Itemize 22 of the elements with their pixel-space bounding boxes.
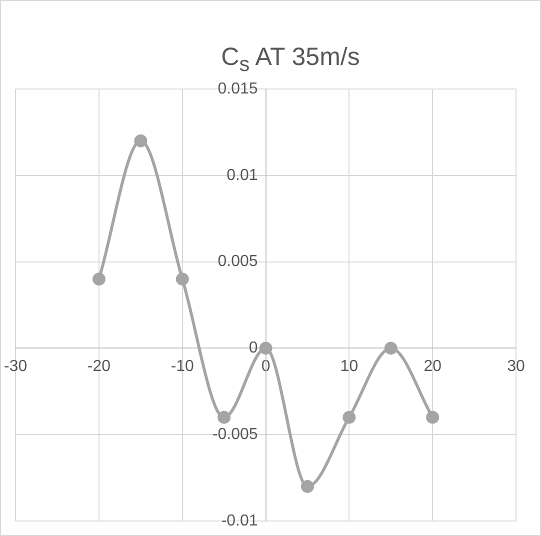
point [92, 272, 106, 286]
y-tick-label: 0.015 [218, 80, 258, 98]
point [384, 342, 398, 355]
y-tick-label: -0.01 [221, 512, 258, 530]
point [176, 272, 189, 286]
point [342, 410, 356, 424]
y-tick-label: -0.005 [212, 426, 258, 444]
point [134, 134, 148, 148]
y-tick-label: 0.01 [226, 166, 258, 184]
x-tick-label: -10 [170, 358, 194, 376]
point [259, 342, 272, 355]
x-tick-label: 20 [424, 358, 442, 376]
x-tick-label: 10 [340, 358, 358, 376]
point [300, 480, 314, 493]
x-tick-label: 30 [507, 358, 525, 376]
point [218, 410, 231, 424]
point [426, 410, 440, 424]
x-tick-label: -20 [87, 358, 111, 376]
y-tick-label: 0 [248, 340, 258, 357]
x-tick-label: -30 [4, 358, 28, 376]
y-tick-label: 0.005 [218, 253, 258, 270]
chart-title: C$_{s}$ AT 35m/s [221, 43, 360, 76]
